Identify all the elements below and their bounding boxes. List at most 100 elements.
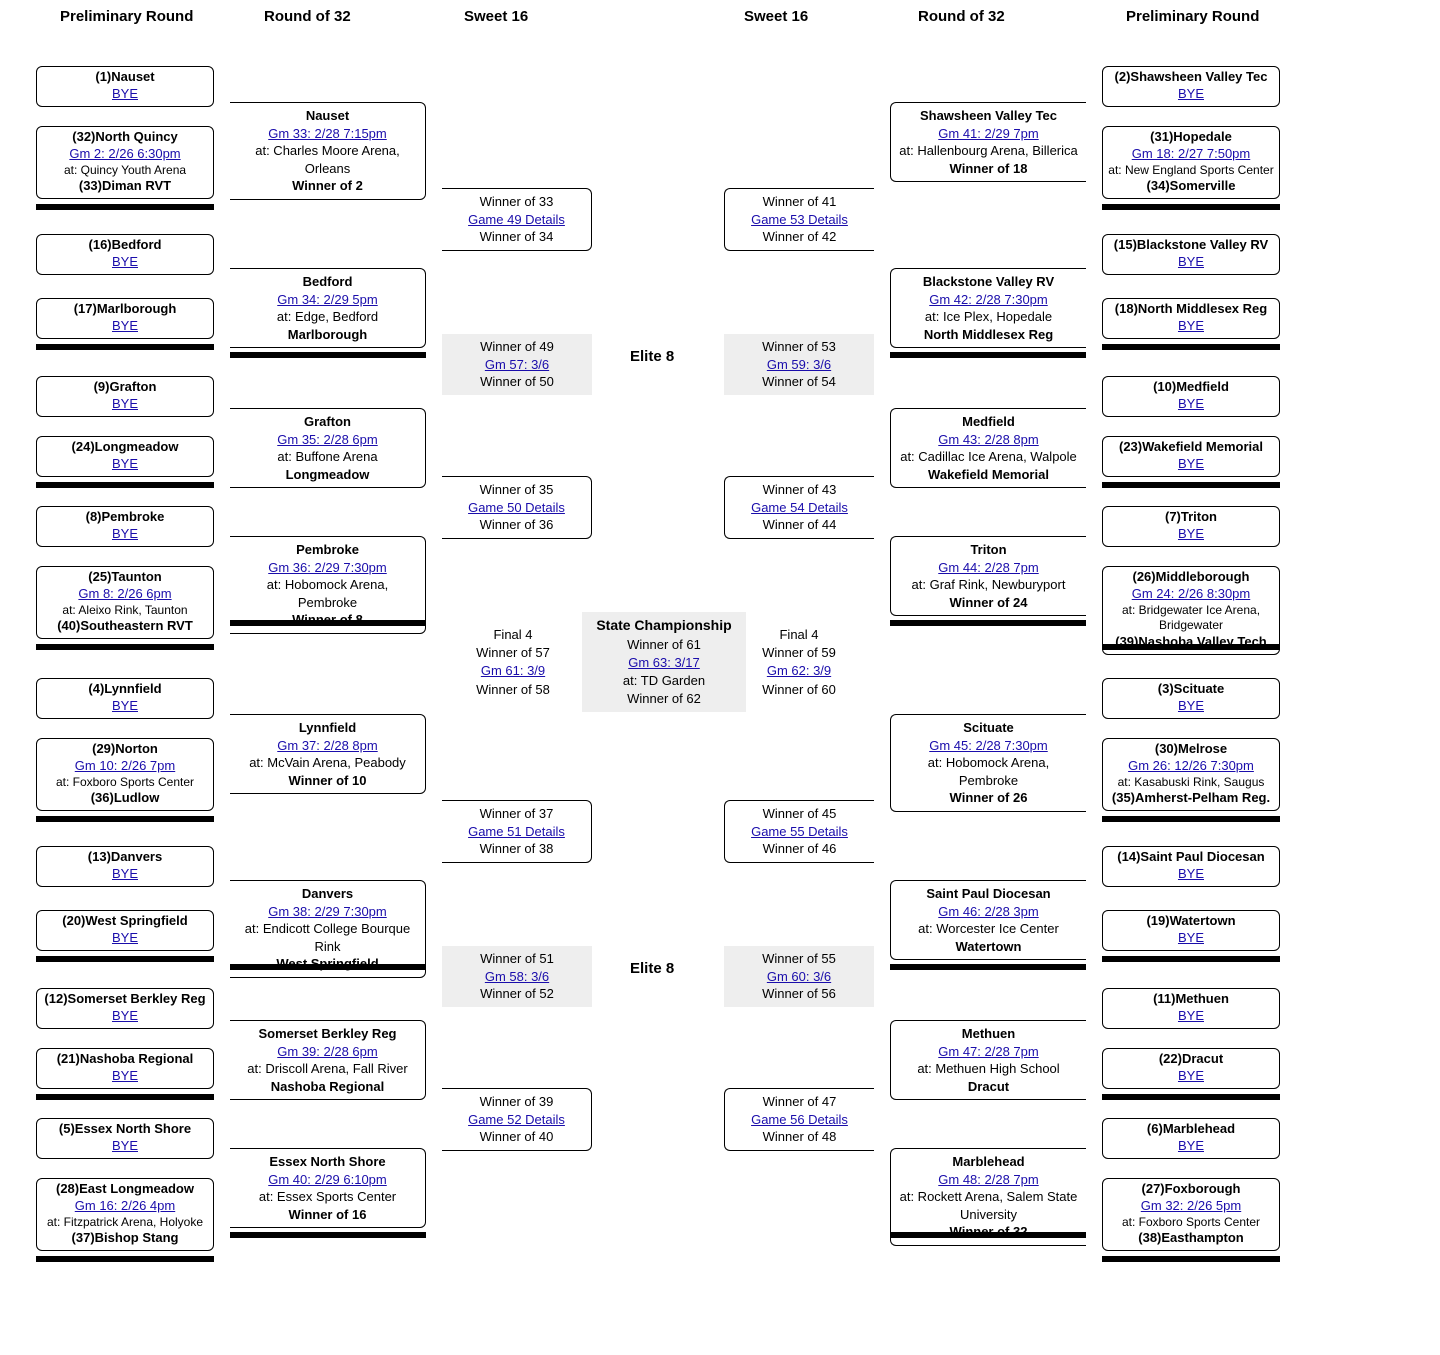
prelim-matchup: (20)West SpringfieldBYE (36, 910, 214, 951)
game-link[interactable]: Gm 59: 3/6 (767, 357, 831, 372)
bye-link[interactable]: BYE (1178, 254, 1204, 269)
r32-col-right: Shawsheen Valley TecGm 41: 2/29 7pmat: H… (890, 38, 1086, 1298)
bye-link[interactable]: BYE (1178, 1138, 1204, 1153)
divider-bar (890, 964, 1086, 970)
game-link[interactable]: Gm 46: 2/28 3pm (938, 904, 1038, 919)
prelim-matchup: (13)DanversBYE (36, 846, 214, 887)
bye-link[interactable]: BYE (112, 396, 138, 411)
championship: State ChampionshipWinner of 61Gm 63: 3/1… (582, 612, 746, 712)
game-link[interactable]: Gm 63: 3/17 (628, 655, 700, 670)
prelim-matchup: (14)Saint Paul DiocesanBYE (1102, 846, 1280, 887)
bye-link[interactable]: BYE (112, 1068, 138, 1083)
bye-link[interactable]: BYE (112, 254, 138, 269)
prelim-matchup: (11)MethuenBYE (1102, 988, 1280, 1029)
r32-matchup: Somerset Berkley RegGm 39: 2/28 6pmat: D… (230, 1020, 426, 1100)
game-link[interactable]: Gm 2: 2/26 6:30pm (69, 146, 180, 161)
game-link[interactable]: Gm 33: 2/28 7:15pm (268, 126, 387, 141)
r32-matchup: Blackstone Valley RVGm 42: 2/28 7:30pmat… (890, 268, 1086, 348)
game-link[interactable]: Gm 16: 2/26 4pm (75, 1198, 175, 1213)
game-link[interactable]: Gm 26: 12/26 7:30pm (1128, 758, 1254, 773)
prelim-matchup: (21)Nashoba RegionalBYE (36, 1048, 214, 1089)
divider-bar (1102, 1094, 1280, 1100)
game-link[interactable]: Gm 44: 2/28 7pm (938, 560, 1038, 575)
divider-bar (230, 1232, 426, 1238)
bye-link[interactable]: BYE (1178, 318, 1204, 333)
game-link[interactable]: Gm 61: 3/9 (481, 663, 545, 678)
final4-right: Final 4Winner of 59Gm 62: 3/9Winner of 6… (734, 626, 864, 699)
bye-link[interactable]: BYE (112, 526, 138, 541)
divider-bar (230, 620, 426, 626)
game-link[interactable]: Gm 39: 2/28 6pm (277, 1044, 377, 1059)
prelim-col-right: (2)Shawsheen Valley TecBYE(31)HopedaleGm… (1102, 38, 1280, 1298)
column-headers: Preliminary Round Round of 32 Sweet 16 S… (12, 8, 1440, 38)
game-link[interactable]: Gm 62: 3/9 (767, 663, 831, 678)
game-link[interactable]: Gm 60: 3/6 (767, 969, 831, 984)
game-link[interactable]: Gm 35: 2/28 6pm (277, 432, 377, 447)
game-link[interactable]: Gm 32: 2/26 5pm (1141, 1198, 1241, 1213)
divider-bar (890, 352, 1086, 358)
bye-link[interactable]: BYE (112, 698, 138, 713)
bye-link[interactable]: BYE (112, 866, 138, 881)
r32-col-left: NausetGm 33: 2/28 7:15pmat: Charles Moor… (230, 38, 426, 1298)
bye-link[interactable]: BYE (1178, 698, 1204, 713)
prelim-matchup: (8)PembrokeBYE (36, 506, 214, 547)
bye-link[interactable]: BYE (1178, 1068, 1204, 1083)
bye-link[interactable]: BYE (1178, 1008, 1204, 1023)
game-link[interactable]: Gm 48: 2/28 7pm (938, 1172, 1038, 1187)
divider-bar (1102, 1256, 1280, 1262)
hdr-s16-right: Sweet 16 (744, 8, 808, 25)
prelim-matchup: (7)TritonBYE (1102, 506, 1280, 547)
game-link[interactable]: Gm 18: 2/27 7:50pm (1132, 146, 1251, 161)
elite8-matchup: Winner of 55Gm 60: 3/6Winner of 56 (724, 946, 874, 1007)
divider-bar (890, 620, 1086, 626)
bye-link[interactable]: BYE (112, 456, 138, 471)
r32-matchup: Saint Paul DiocesanGm 46: 2/28 3pmat: Wo… (890, 880, 1086, 960)
bye-link[interactable]: BYE (1178, 86, 1204, 101)
game-link[interactable]: Gm 40: 2/29 6:10pm (268, 1172, 387, 1187)
game-link[interactable]: Gm 8: 2/26 6pm (78, 586, 171, 601)
divider-bar (1102, 816, 1280, 822)
game-link[interactable]: Gm 10: 2/26 7pm (75, 758, 175, 773)
game-link[interactable]: Gm 58: 3/6 (485, 969, 549, 984)
divider-bar (1102, 482, 1280, 488)
hdr-s16-left: Sweet 16 (464, 8, 528, 25)
elite8-matchup: Winner of 53Gm 59: 3/6Winner of 54 (724, 334, 874, 395)
r32-matchup: MethuenGm 47: 2/28 7pmat: Methuen High S… (890, 1020, 1086, 1100)
bye-link[interactable]: BYE (112, 1138, 138, 1153)
bye-link[interactable]: BYE (112, 318, 138, 333)
bye-link[interactable]: BYE (1178, 396, 1204, 411)
game-link[interactable]: Gm 57: 3/6 (485, 357, 549, 372)
bye-link[interactable]: BYE (112, 86, 138, 101)
game-link[interactable]: Gm 43: 2/28 8pm (938, 432, 1038, 447)
divider-bar (1102, 204, 1280, 210)
bye-link[interactable]: BYE (1178, 930, 1204, 945)
r32-matchup: MedfieldGm 43: 2/28 8pmat: Cadillac Ice … (890, 408, 1086, 488)
game-link[interactable]: Gm 42: 2/28 7:30pm (929, 292, 1048, 307)
divider-bar (36, 644, 214, 650)
bye-link[interactable]: BYE (112, 1008, 138, 1023)
divider-bar (890, 1232, 1086, 1238)
game-link[interactable]: Gm 38: 2/29 7:30pm (268, 904, 387, 919)
prelim-matchup: (26)MiddleboroughGm 24: 2/26 8:30pmat: B… (1102, 566, 1280, 655)
bye-link[interactable]: BYE (1178, 526, 1204, 541)
game-link[interactable]: Gm 24: 2/26 8:30pm (1132, 586, 1251, 601)
game-link[interactable]: Gm 34: 2/29 5pm (277, 292, 377, 307)
r32-matchup: Shawsheen Valley TecGm 41: 2/29 7pmat: H… (890, 102, 1086, 182)
game-link[interactable]: Gm 47: 2/28 7pm (938, 1044, 1038, 1059)
prelim-matchup: (5)Essex North ShoreBYE (36, 1118, 214, 1159)
prelim-matchup: (22)DracutBYE (1102, 1048, 1280, 1089)
final4-left: Final 4Winner of 57Gm 61: 3/9Winner of 5… (448, 626, 578, 699)
prelim-matchup: (2)Shawsheen Valley TecBYE (1102, 66, 1280, 107)
divider-bar (230, 964, 426, 970)
prelim-matchup: (9)GraftonBYE (36, 376, 214, 417)
divider-bar (1102, 644, 1280, 650)
game-link[interactable]: Gm 45: 2/28 7:30pm (929, 738, 1048, 753)
game-link[interactable]: Gm 36: 2/29 7:30pm (268, 560, 387, 575)
bye-link[interactable]: BYE (1178, 866, 1204, 881)
divider-bar (36, 1256, 214, 1262)
bye-link[interactable]: BYE (112, 930, 138, 945)
bye-link[interactable]: BYE (1178, 456, 1204, 471)
game-link[interactable]: Gm 41: 2/29 7pm (938, 126, 1038, 141)
prelim-matchup: (17)MarlboroughBYE (36, 298, 214, 339)
game-link[interactable]: Gm 37: 2/28 8pm (277, 738, 377, 753)
